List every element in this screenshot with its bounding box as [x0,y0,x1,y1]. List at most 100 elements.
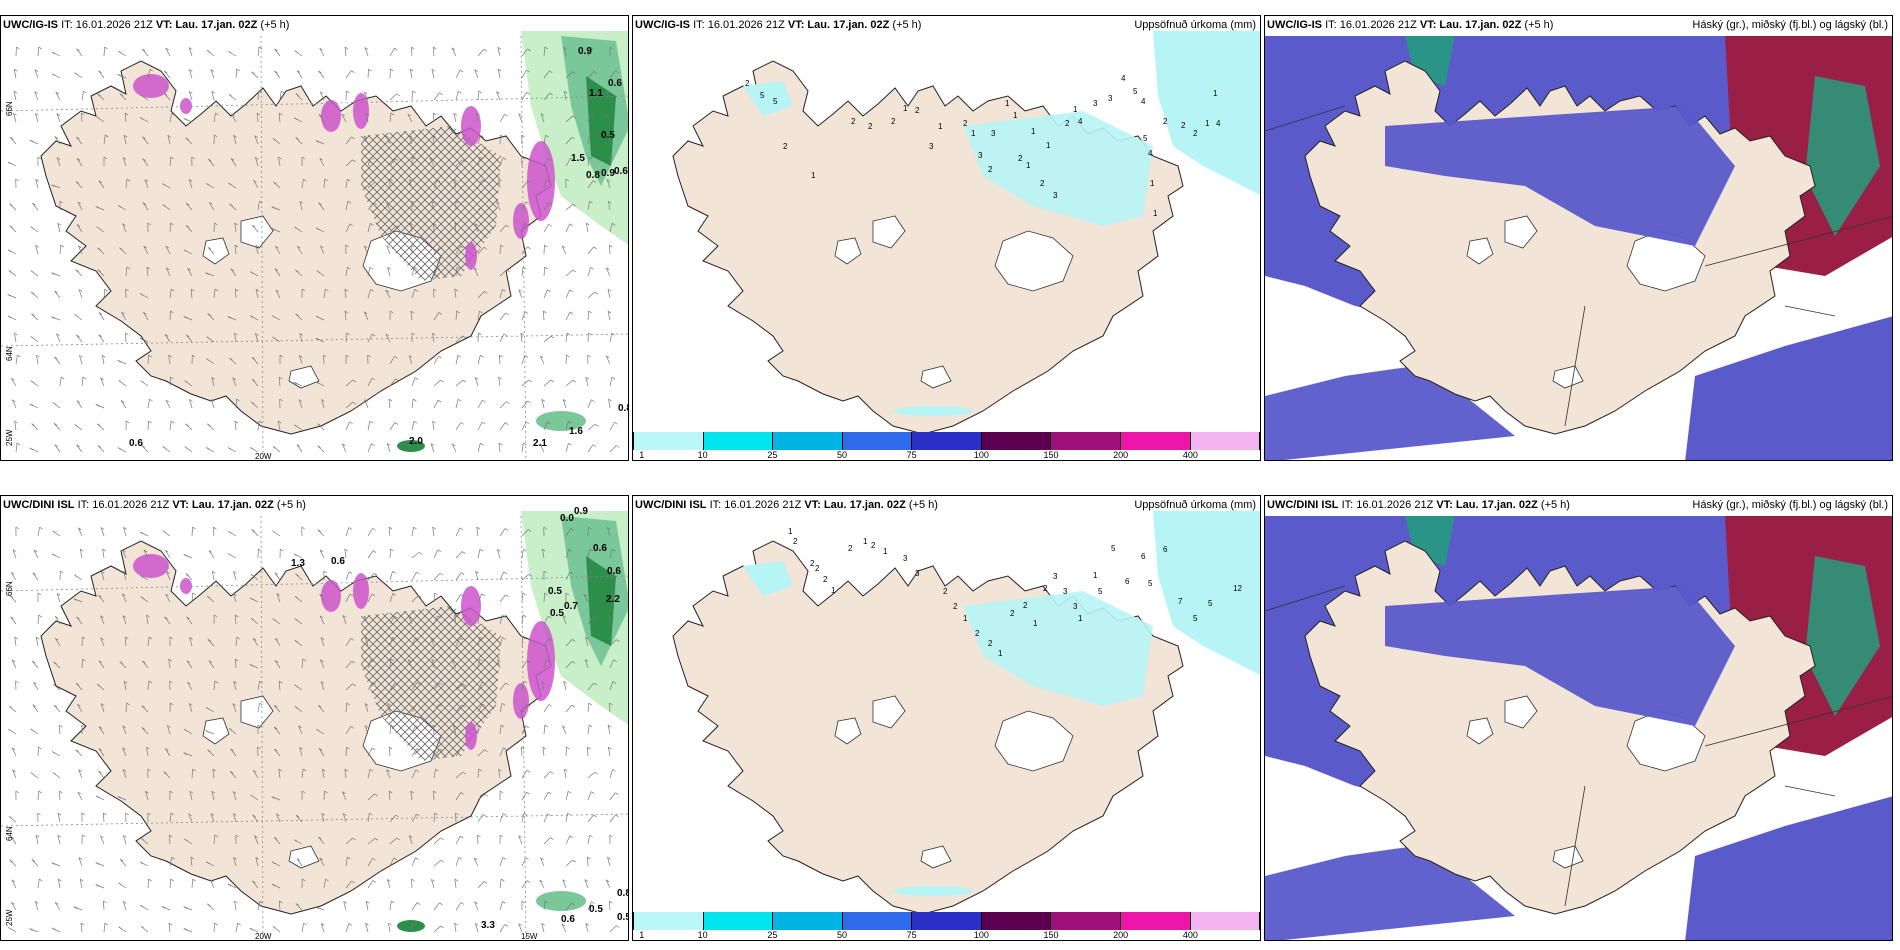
wind-barb-flag [293,117,298,120]
wind-barb [587,246,594,255]
wind-barb-flag [439,246,444,250]
wind-barb-flag [589,200,593,204]
wind-barb-flag [347,266,351,270]
wind-barb-flag [462,137,467,141]
wind-barb [389,113,392,123]
wind-barb [211,377,215,387]
wind-barb [543,135,547,145]
wind-barb [543,659,547,669]
wind-barb-flag [393,857,398,861]
wind-barb [605,267,611,277]
wind-barb-flag [318,836,322,840]
wind-barb [433,267,438,277]
wind-barb-flag [36,636,40,640]
wind-barb-flag [259,702,263,706]
wind-barb [609,593,613,603]
wind-barb [521,246,528,255]
wind-barb-flag [408,355,413,358]
wind-barb-flag [98,726,103,729]
wind-barb-flag [295,313,299,317]
wind-barb-flag [587,856,591,860]
wind-barb [123,527,127,537]
wind-barb-flag [546,659,550,662]
wind-barb-flag [32,704,36,707]
wind-barb [319,157,325,167]
wind-barb [208,660,215,669]
wind-barb-flag [319,91,324,95]
wind-barb-flag [164,616,168,620]
wind-barb [499,401,507,409]
wind-barb [210,69,215,79]
wind-barb-flag [250,447,254,450]
glacier-outline [834,717,862,745]
wind-barb-flag [458,90,462,94]
wind-barb-flag [212,768,216,772]
wind-barb-flag [187,681,191,685]
wind-barb [496,549,501,559]
wind-barb [345,593,351,603]
wind-barb-flag [501,878,505,882]
wind-barb-flag [319,549,324,553]
accumulated-precip-label: 2 [915,106,920,115]
wind-barb [609,925,617,933]
wind-barb [318,70,325,79]
wind-barb-flag [35,113,39,116]
wind-barb-flag [352,401,356,405]
wind-barb-flag [571,136,575,140]
wind-barb-flag [104,922,109,926]
wind-barb-flag [322,768,326,772]
wind-barb-flag [370,222,374,226]
wind-barb [233,135,237,145]
wind-barb-flag [502,289,506,292]
wind-barb [565,859,573,867]
wind-barb-flag [272,530,276,534]
wind-barb [498,377,501,387]
wind-barb [142,48,149,57]
wind-barb-flag [29,139,34,143]
wind-barb-flag [189,91,193,94]
wind-barb-flag [279,680,283,684]
wind-barb [455,572,462,581]
colorbar-ticks: 1 10 25 50 75 100 150 200 400 [633,450,1260,460]
wind-barb [587,771,596,779]
wind-barb-flag [411,878,415,882]
wind-barb [320,245,325,255]
wind-barb [565,158,571,167]
wind-barb [254,135,259,145]
wind-barb-flag [569,571,574,575]
wind-barb-flag [255,157,259,160]
wind-barb-flag [433,288,437,292]
wind-barb-flag [594,291,598,295]
wind-barb-flag [548,223,552,227]
wind-barb-flag [294,618,299,621]
wind-barb-flag [298,725,302,728]
wind-barb [164,334,171,343]
wind-barb-flag [126,266,131,270]
wind-barb-flag [171,856,175,860]
panel-title: UWC/IG-IS IT: 16.01.2026 21Z VT: Lau. 17… [635,19,922,31]
wind-barb [11,902,17,911]
wind-barb [521,681,525,691]
wind-barb [274,660,281,669]
wind-barb [477,769,480,779]
wind-barb-flag [545,134,549,138]
wind-barb [521,636,523,647]
wind-barb-flag [500,724,505,728]
accumulated-precip-label: 1 [1005,99,1010,108]
wind-barb [365,901,369,911]
wind-barb-flag [567,790,572,794]
wind-barb-flag [506,401,510,404]
wind-barb [188,47,193,57]
wind-barb-flag [498,768,502,772]
wind-barb-flag [348,923,353,926]
accumulated-precip-label: 1 [1073,105,1078,114]
wind-barb-flag [321,399,325,402]
wind-barb-flag [184,728,188,732]
wind-barb-flag [146,746,150,750]
wind-barb-flag [526,880,531,883]
wind-barb-flag [35,179,39,182]
wind-barb [12,769,17,779]
wind-barb-flag [345,244,349,248]
wind-barb-flag [345,354,350,358]
glacier-outline [872,215,906,249]
